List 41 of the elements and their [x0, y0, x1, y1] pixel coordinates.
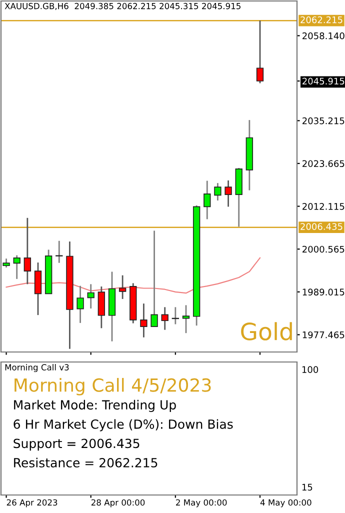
- text: Morning Call v3: [5, 364, 69, 372]
- line-series: [6, 257, 261, 294]
- y-tick-label: 2045.915: [302, 78, 344, 85]
- ref-line-label: 2006.435: [300, 223, 342, 230]
- text: Morning Call 4/5/2023: [14, 378, 211, 396]
- y-tick-label: 1989.015: [302, 288, 344, 296]
- candlestick: [256, 20, 264, 84]
- candlestick: [56, 240, 63, 264]
- text: Resistance = 2062.215: [14, 458, 158, 468]
- category-label: 26 Apr 2023: [6, 499, 58, 508]
- candlestick: [224, 180, 232, 208]
- category-label: 2 May 00:00: [176, 499, 227, 508]
- y-tick-label: 1977.465: [302, 331, 344, 338]
- y-tick-label: 2058.140: [302, 32, 344, 40]
- candlestick: [214, 182, 222, 202]
- y-tick-label: 2012.115: [302, 203, 344, 210]
- candlestick: [204, 180, 211, 220]
- candlestick: [76, 285, 84, 324]
- candlestick: [87, 283, 94, 310]
- candlestick: [34, 262, 42, 316]
- candlestick: [118, 274, 126, 300]
- y-tick-label: 2035.215: [302, 117, 344, 124]
- candlestick: [182, 304, 190, 334]
- candlestick: [24, 217, 32, 285]
- text: 6 Hr Market Cycle (D%): Down Bias: [14, 419, 233, 432]
- candlestick: [140, 302, 148, 338]
- candlestick: [13, 254, 20, 280]
- chart-title: XAUUSD.GB,H6 2049.385 2062.215 2045.315 2045.915: [4, 2, 240, 10]
- candlestick: [150, 230, 158, 328]
- category-label: 4 May 00:00: [260, 499, 312, 508]
- candlestick: [161, 306, 168, 331]
- annotation: Gold: [241, 322, 292, 340]
- ref-line-label: 2062.215: [300, 16, 342, 24]
- text: 100: [302, 366, 318, 373]
- text: Market Mode: Trending Up: [14, 400, 176, 412]
- candlestick: [98, 286, 106, 329]
- y-tick-label: 2000.565: [302, 246, 344, 253]
- text: Support = 2006.435: [14, 438, 140, 451]
- category-label: 28 Apr 00:00: [91, 499, 145, 508]
- text: 15: [302, 484, 312, 491]
- y-tick-label: 2023.665: [302, 160, 344, 168]
